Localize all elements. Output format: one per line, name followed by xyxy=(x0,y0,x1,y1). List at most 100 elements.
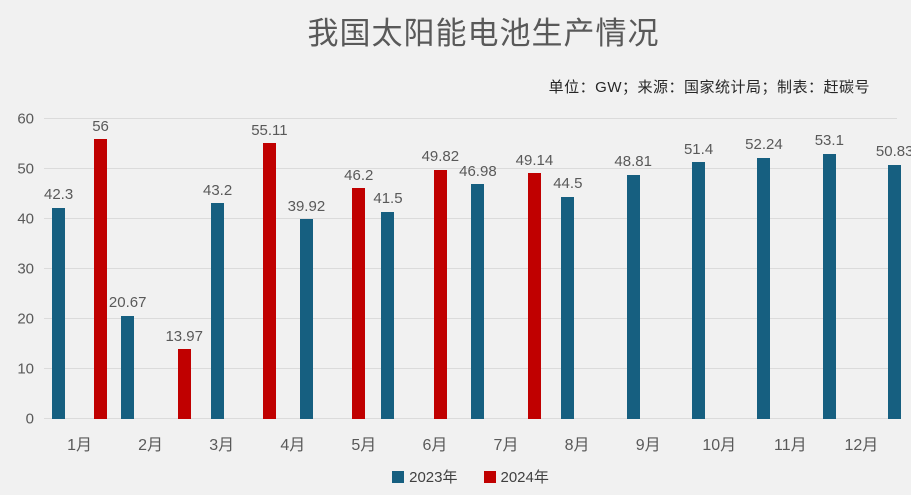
gridline xyxy=(44,368,897,369)
bar-value-label: 41.5 xyxy=(373,190,403,207)
bar-value-label: 48.81 xyxy=(614,153,652,171)
bar-2023年 xyxy=(121,315,135,419)
legend-item: 2023年 xyxy=(392,466,458,487)
gridline xyxy=(44,168,897,169)
bar-2024年 xyxy=(433,169,447,419)
bar-slot: 44.5 xyxy=(553,175,583,419)
bar-2024年 xyxy=(352,188,366,419)
bar-2023年 xyxy=(211,203,225,419)
bar-value-label: 50.83 xyxy=(875,143,911,161)
bar-slot: 42.3 xyxy=(44,186,74,419)
bar-group: 42.3 56 xyxy=(44,118,109,419)
bar-value-label: 53.1 xyxy=(814,132,844,149)
x-axis-tick-label: 4月 xyxy=(280,437,306,454)
bar-value-label: 42.3 xyxy=(44,186,74,203)
y-axis-tick-label: 60 xyxy=(17,110,34,128)
x-axis-tick-label: 8月 xyxy=(564,437,590,454)
bar-value-label: 49.82 xyxy=(421,148,460,166)
bar-2024年 xyxy=(262,143,276,419)
bar-group: 43.2 55.11 xyxy=(203,119,288,419)
bar-slot: 52.24 xyxy=(745,137,783,419)
bar-groups: 42.3 56 20.67 13.97 43.2 55.11 39.92 46.2 41.5 49… xyxy=(44,118,911,419)
bar-slot: 53.1 xyxy=(814,132,844,419)
bar-group: 39.92 46.2 xyxy=(287,119,374,419)
bar-slot: 46.98 xyxy=(459,163,497,419)
x-axis-tick-label: 9月 xyxy=(635,437,661,454)
bar-2023年 xyxy=(471,184,485,419)
y-axis-tick-label: 10 xyxy=(17,360,34,378)
legend-item: 2024年 xyxy=(483,466,549,487)
y-axis-tick-label: 50 xyxy=(17,160,34,178)
gridline xyxy=(44,268,897,269)
legend: 2023年 2024年 xyxy=(44,466,897,487)
bar-group: 41.5 49.82 xyxy=(373,119,459,419)
bar-2023年 xyxy=(299,219,313,419)
bar-slot: 55.11 xyxy=(251,121,288,419)
bar-value-label: 20.67 xyxy=(108,294,147,312)
bar-2023年 xyxy=(757,157,771,419)
plot-area: 0 10 20 30 40 50 60 42.3 56 20.67 13.97 43.2 55.11 3… xyxy=(17,111,911,428)
bar-slot: 51.4 xyxy=(683,140,714,419)
bar-group: 48.81 xyxy=(614,119,684,419)
x-axis-tick-label: 5月 xyxy=(351,437,377,454)
x-axis-tick-label: 10月 xyxy=(702,437,737,454)
x-axis-labels: 1月 2月 3月 4月 5月 6月 7月 8月 9月 10月 11月 12月 xyxy=(44,431,897,455)
bar-value-label: 46.2 xyxy=(344,166,374,184)
bar-group: 20.67 13.97 xyxy=(109,119,203,419)
y-axis-tick-label: 40 xyxy=(17,210,34,228)
bar-2024年 xyxy=(94,139,108,419)
bar-slot: 20.67 xyxy=(108,294,147,419)
bar-group: 51.4 xyxy=(684,119,745,419)
x-axis-tick-label: 3月 xyxy=(209,437,235,454)
bar-group: 52.24 xyxy=(745,119,815,419)
gridline xyxy=(44,418,897,419)
bar-2023年 xyxy=(692,162,706,419)
bar-slot: 50.83 xyxy=(876,144,911,419)
bar-slot: 43.2 xyxy=(203,182,232,419)
gridline xyxy=(44,118,897,119)
x-axis-tick-label: 2月 xyxy=(138,437,164,454)
bar-group: 46.98 49.14 xyxy=(459,119,553,419)
y-axis-tick-label: 20 xyxy=(17,310,34,328)
x-axis-tick-label: 7月 xyxy=(493,437,519,454)
bar-group: 44.5 xyxy=(553,119,614,419)
bar-slot: 13.97 xyxy=(165,328,203,419)
bar-2023年 xyxy=(822,153,836,419)
bar-slot: 56 xyxy=(92,118,109,419)
bar-slot: 41.5 xyxy=(373,190,403,419)
legend-label: 2023年 xyxy=(409,469,458,486)
chart-title: 我国太阳能电池生产情况 xyxy=(307,16,660,51)
bar-slot: 49.82 xyxy=(421,148,460,419)
legend-label: 2024年 xyxy=(500,469,549,486)
x-axis-tick-label: 1月 xyxy=(67,437,92,454)
x-axis-tick-label: 11月 xyxy=(774,437,807,454)
bar-2024年 xyxy=(527,173,541,419)
bar-value-label: 44.5 xyxy=(553,175,583,192)
bar-2023年 xyxy=(381,211,395,419)
gridline xyxy=(44,318,897,319)
bar-value-label: 55.11 xyxy=(251,121,288,139)
x-axis-tick-label: 6月 xyxy=(422,437,448,454)
legend-swatch-2023年 xyxy=(392,470,405,483)
bar-slot: 49.14 xyxy=(515,151,554,419)
chart-subtitle: 单位：GW；来源：国家统计局；制表：赶碳号 xyxy=(548,79,870,96)
bar-value-label: 39.92 xyxy=(287,197,326,215)
bar-slot: 39.92 xyxy=(287,197,326,419)
bar-group: 50.83 xyxy=(876,119,911,419)
y-axis-tick-label: 0 xyxy=(25,410,34,428)
bar-2024年 xyxy=(177,349,191,419)
y-axis-tick-label: 30 xyxy=(17,260,34,278)
bar-2023年 xyxy=(561,196,575,419)
legend-swatch-2024年 xyxy=(483,470,496,483)
bar-2023年 xyxy=(626,174,640,419)
bar-group: 53.1 xyxy=(815,119,876,419)
bar-slot: 48.81 xyxy=(614,154,652,419)
gridline xyxy=(44,218,897,219)
bar-slot: 46.2 xyxy=(344,166,374,419)
bar-2023年 xyxy=(52,207,66,419)
bar-value-label: 51.4 xyxy=(683,140,714,158)
bar-value-label: 52.24 xyxy=(745,136,783,154)
bar-value-label: 49.14 xyxy=(515,151,554,169)
x-axis-tick-label: 12月 xyxy=(844,437,879,454)
